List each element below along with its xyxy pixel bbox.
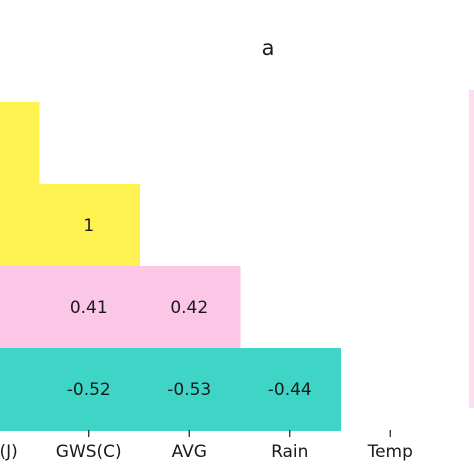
heatmap-cell [239, 348, 341, 431]
heatmap-cell [38, 348, 140, 431]
x-tick-label: AVG [172, 442, 207, 462]
cell-label: 0.42 [170, 298, 208, 318]
x-tick-label: Temp [367, 442, 413, 462]
heatmap-cell [0, 348, 40, 431]
heatmap-cell [38, 266, 140, 349]
cell-label: 1 [83, 216, 94, 236]
cell-label: -0.52 [67, 380, 111, 400]
x-tick-label: GWS(C) [56, 442, 122, 462]
colorbar-edge [469, 90, 474, 408]
heatmap-cell [38, 184, 140, 267]
heatmap-cell [139, 348, 241, 431]
x-tick-label: Rain [271, 442, 308, 462]
cell-label: 0.41 [70, 298, 108, 318]
x-tick-label: GWS(J) [0, 442, 18, 462]
cell-label: -0.44 [268, 380, 312, 400]
cell-label: -0.53 [167, 380, 211, 400]
heatmap-cell [0, 184, 40, 267]
heatmap-cell [139, 266, 241, 349]
heatmap-cell [0, 266, 40, 349]
chart-title: a [262, 36, 275, 60]
heatmap-cell [0, 102, 40, 185]
